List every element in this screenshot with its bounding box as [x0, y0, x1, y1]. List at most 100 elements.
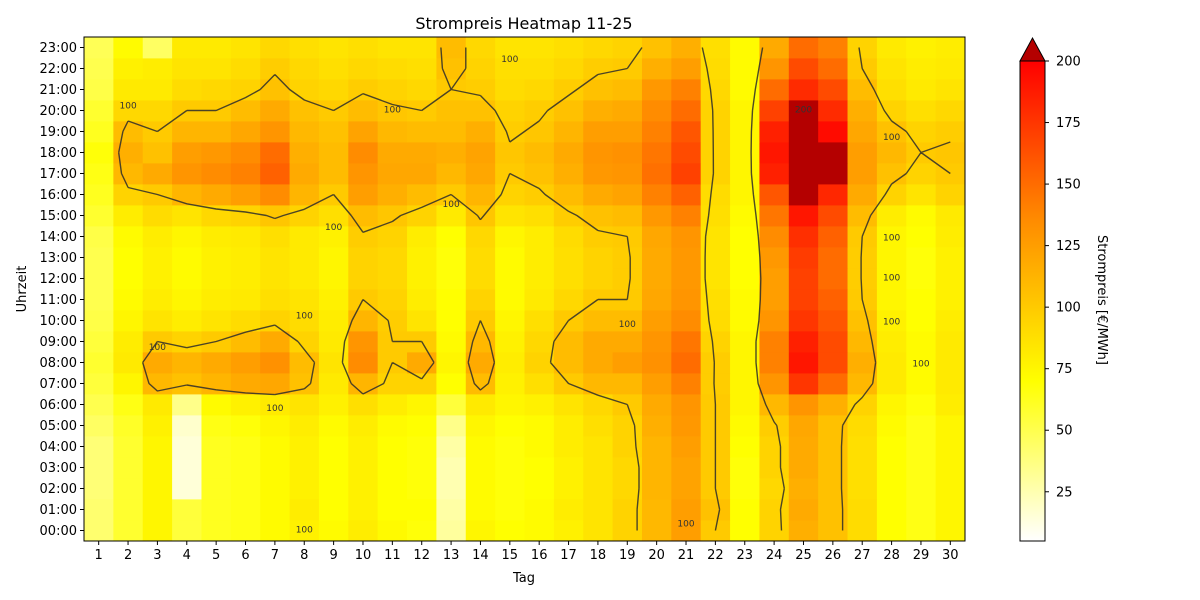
heatmap-cell: [876, 499, 907, 521]
heatmap-cell: [641, 163, 672, 185]
heatmap-cell: [671, 163, 702, 185]
heatmap-cell: [583, 184, 613, 206]
heatmap-cell: [818, 499, 848, 521]
heatmap-cell: [348, 457, 379, 479]
heatmap-cell: [495, 268, 525, 290]
x-tick-label: 8: [300, 548, 308, 563]
heatmap-cell: [289, 352, 320, 374]
heatmap-cell: [612, 352, 643, 374]
x-tick-label: 12: [413, 548, 430, 563]
heatmap-cell: [318, 499, 349, 521]
heatmap-cell: [847, 331, 878, 353]
heatmap-cell: [876, 142, 907, 164]
x-tick-label: 7: [271, 548, 279, 563]
heatmap-cell: [260, 226, 290, 248]
heatmap-cell: [818, 247, 848, 269]
y-tick-label: 03:00: [40, 461, 77, 476]
heatmap-cell: [436, 205, 467, 227]
heatmap-cell: [113, 415, 144, 437]
heatmap-cell: [700, 310, 731, 332]
heatmap-cell: [906, 352, 937, 374]
heatmap-cell: [935, 142, 966, 164]
heatmap-cell: [84, 289, 114, 311]
heatmap-cell: [260, 478, 290, 500]
heatmap-cell: [201, 184, 232, 206]
y-tick-label: 20:00: [40, 104, 77, 119]
heatmap-cell: [230, 184, 261, 206]
heatmap-cell: [142, 520, 173, 542]
contour-label: 100: [677, 519, 694, 529]
heatmap-cell: [318, 352, 349, 374]
heatmap-cell: [407, 142, 437, 164]
heatmap-cell: [524, 352, 555, 374]
heatmap-cell: [407, 58, 437, 80]
heatmap-cell: [553, 499, 584, 521]
heatmap-cell: [172, 37, 202, 59]
heatmap-cell: [348, 415, 379, 437]
heatmap-cell: [641, 100, 672, 122]
heatmap-cell: [436, 289, 467, 311]
heatmap-cell: [935, 352, 966, 374]
heatmap-cell: [759, 436, 790, 458]
heatmap-cell: [201, 121, 232, 143]
heatmap-cell: [377, 79, 408, 101]
heatmap-cell: [700, 37, 731, 59]
y-tick-label: 08:00: [40, 356, 77, 371]
heatmap-cell: [172, 499, 202, 521]
heatmap-cell: [553, 478, 584, 500]
heatmap-cell: [260, 310, 290, 332]
heatmap-cell: [700, 163, 731, 185]
heatmap-cell: [230, 205, 261, 227]
heatmap-cell: [318, 37, 349, 59]
heatmap-cell: [876, 310, 907, 332]
heatmap-cell: [641, 58, 672, 80]
heatmap-cells: [84, 37, 966, 542]
heatmap-cell: [289, 184, 320, 206]
heatmap-cell: [730, 142, 760, 164]
x-tick-label: 6: [241, 548, 249, 563]
heatmap-cell: [407, 520, 437, 542]
heatmap-cell: [730, 415, 760, 437]
heatmap-cell: [318, 247, 349, 269]
heatmap-cell: [553, 79, 584, 101]
heatmap-cell: [201, 352, 232, 374]
heatmap-cell: [201, 142, 232, 164]
heatmap-cell: [553, 457, 584, 479]
heatmap-cell: [230, 499, 261, 521]
heatmap-cell: [906, 289, 937, 311]
contour-lines: [118, 47, 951, 531]
x-tick-label: 22: [707, 548, 724, 563]
heatmap-cell: [465, 499, 496, 521]
heatmap-cell: [260, 100, 290, 122]
heatmap-cell: [260, 331, 290, 353]
heatmap-cell: [788, 226, 819, 248]
heatmap-cell: [935, 457, 966, 479]
heatmap-cell: [436, 163, 467, 185]
heatmap-cell: [113, 331, 144, 353]
heatmap-cell: [407, 457, 437, 479]
heatmap-cell: [847, 184, 878, 206]
heatmap-cell: [289, 100, 320, 122]
y-tick-label: 12:00: [40, 272, 77, 287]
heatmap-cell: [84, 352, 114, 374]
heatmap-cell: [230, 268, 261, 290]
heatmap-cell: [172, 457, 202, 479]
heatmap-cell: [847, 142, 878, 164]
heatmap-cell: [465, 415, 496, 437]
heatmap-cell: [495, 373, 525, 395]
heatmap-cell: [641, 373, 672, 395]
heatmap-cell: [730, 331, 760, 353]
heatmap-cell: [172, 310, 202, 332]
heatmap-cell: [671, 79, 702, 101]
heatmap-cell: [436, 394, 467, 416]
x-tick-label: 20: [648, 548, 665, 563]
heatmap-cell: [348, 478, 379, 500]
y-tick-label: 00:00: [40, 524, 77, 539]
heatmap-cell: [759, 268, 790, 290]
heatmap-cell: [788, 37, 819, 59]
heatmap-cell: [260, 520, 290, 542]
heatmap-cell: [612, 79, 643, 101]
contour-label: 100: [443, 200, 460, 210]
heatmap-cell: [84, 436, 114, 458]
heatmap-cell: [113, 457, 144, 479]
